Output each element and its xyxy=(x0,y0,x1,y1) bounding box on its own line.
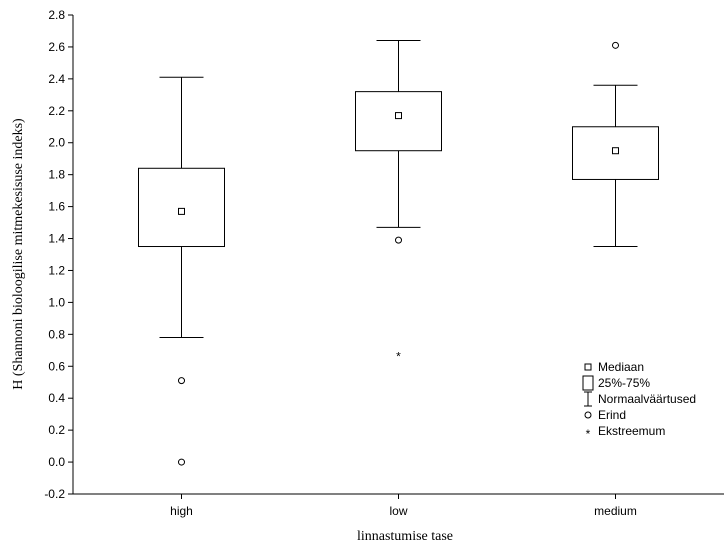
extreme-point: * xyxy=(396,349,401,363)
outlier-point xyxy=(178,458,185,466)
legend-label: Mediaan xyxy=(598,360,644,374)
legend-median-symbol xyxy=(584,363,592,371)
boxes: * xyxy=(138,40,659,466)
iqr-box xyxy=(138,167,225,248)
y-tick-label: 1.0 xyxy=(48,295,65,309)
legend-label: Erind xyxy=(598,408,626,422)
x-tick-label: low xyxy=(389,504,407,518)
legend-extreme-symbol: * xyxy=(586,427,591,441)
legend: Mediaan 25%-75% Normaalväärtused Erind * Ekst… xyxy=(582,360,696,441)
legend-label: 25%-75% xyxy=(598,376,650,390)
legend-label: Normaalväärtused xyxy=(598,392,696,406)
legend-label: Ekstreemum xyxy=(598,424,665,438)
y-tick-label: 2.8 xyxy=(48,8,65,22)
y-axis-ticks: -0.2 0.0 0.2 0.4 0.6 0.8 1.0 1.2 1.4 1.6 1.8 2.0 2.2… xyxy=(44,8,73,501)
y-tick-label: 0.2 xyxy=(48,423,65,437)
y-tick-label: 0.0 xyxy=(48,455,65,469)
y-tick-label: 2.4 xyxy=(48,72,65,86)
x-tick-label: medium xyxy=(594,504,637,518)
iqr-box xyxy=(355,91,442,152)
y-tick-label: 0.4 xyxy=(48,391,65,405)
median-marker xyxy=(612,147,619,155)
y-tick-label: 0.6 xyxy=(48,359,65,373)
x-axis-title: linnastumise tase xyxy=(357,529,453,544)
box-low: * xyxy=(355,40,442,363)
y-axis-title: H (Shannoni bioloogilise mitmekesisuse i… xyxy=(11,118,26,390)
legend-box-symbol xyxy=(582,375,594,391)
outlier-point xyxy=(395,236,402,244)
outlier-point xyxy=(178,377,185,385)
y-tick-label: 0.8 xyxy=(48,327,65,341)
x-tick-label: high xyxy=(170,504,193,518)
box-high xyxy=(138,76,225,466)
y-tick-label: 2.0 xyxy=(48,136,65,150)
y-tick-label: -0.2 xyxy=(44,487,65,501)
median-marker xyxy=(395,112,402,120)
box-medium xyxy=(572,41,659,248)
median-marker xyxy=(178,207,185,215)
x-axis-tick-labels: high low medium xyxy=(170,494,637,518)
y-tick-label: 1.2 xyxy=(48,263,65,277)
y-tick-label: 2.6 xyxy=(48,40,65,54)
y-tick-label: 1.8 xyxy=(48,168,65,182)
outlier-point xyxy=(612,41,619,49)
y-tick-label: 1.6 xyxy=(48,200,65,214)
legend-outlier-symbol xyxy=(584,411,592,419)
y-tick-label: 2.2 xyxy=(48,104,65,118)
y-tick-label: 1.4 xyxy=(48,232,65,246)
